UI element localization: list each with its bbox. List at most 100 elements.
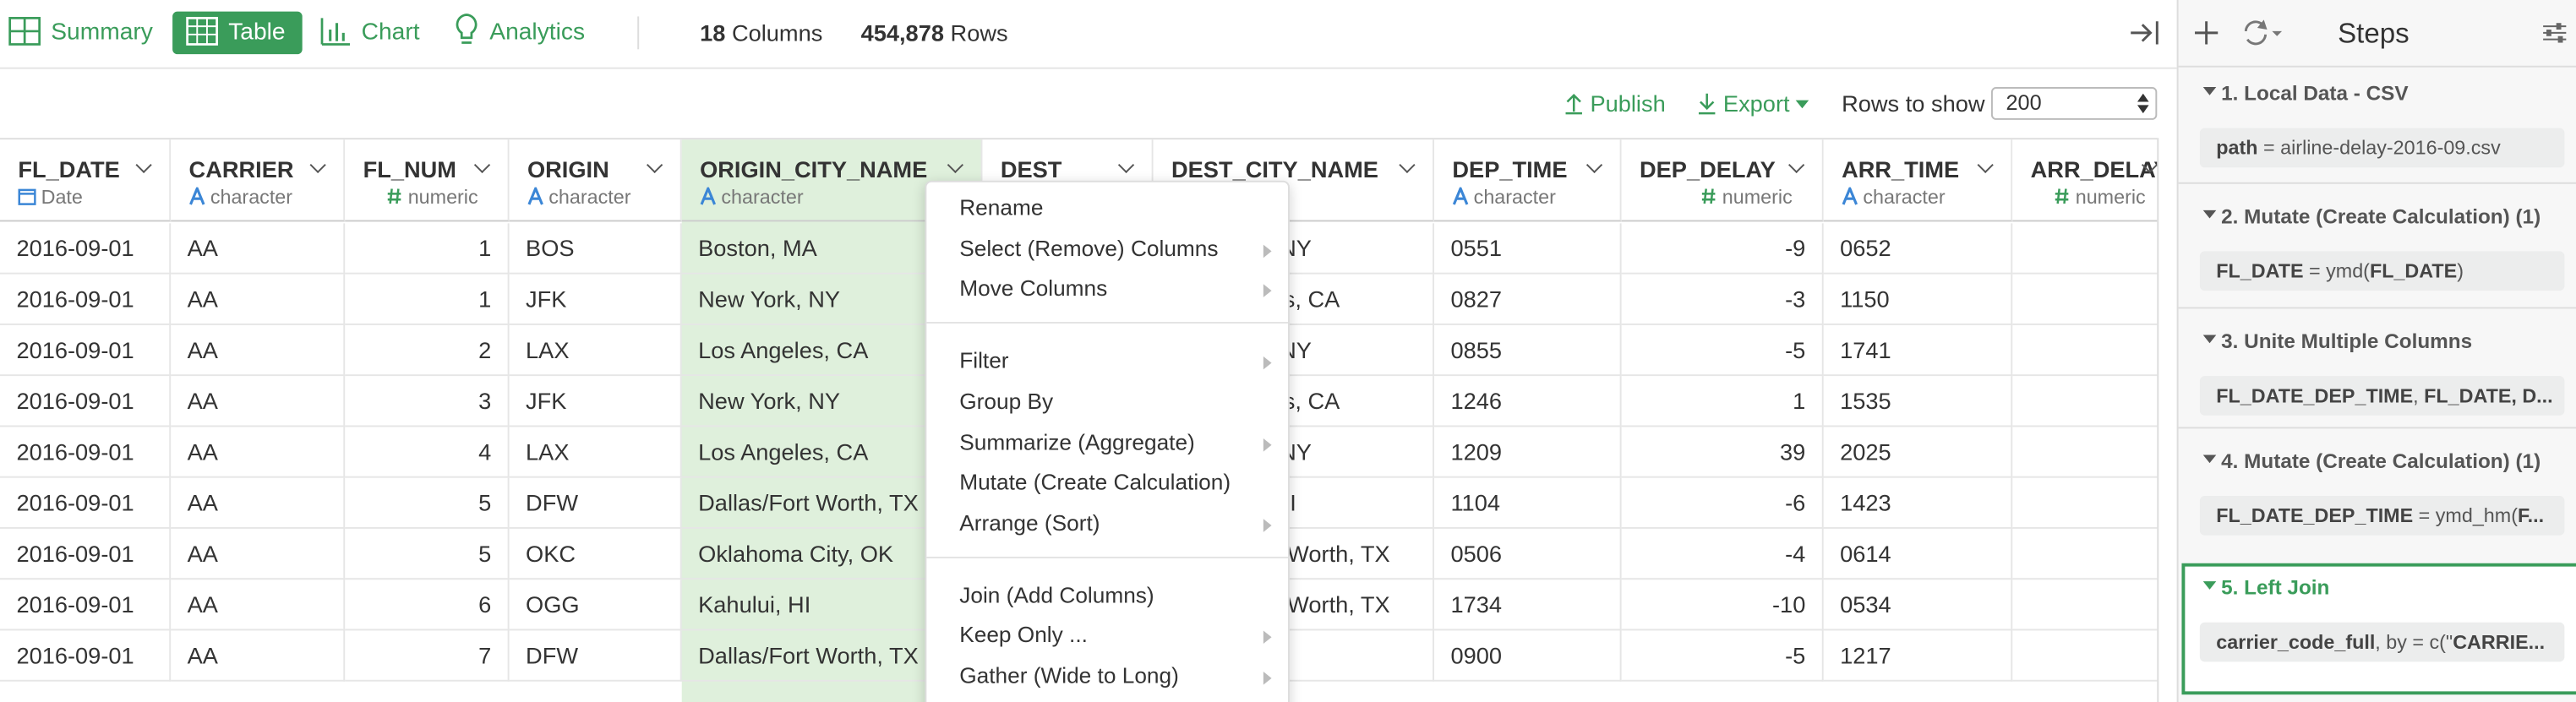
tab-icon xyxy=(454,14,480,61)
step-text: path xyxy=(2216,136,2258,160)
column-header[interactable]: FL_DATE Date xyxy=(0,139,172,222)
column-name: DEP_TIME xyxy=(1452,155,1568,182)
value: 200 xyxy=(2006,90,2042,116)
refresh-icon[interactable] xyxy=(2240,18,2284,47)
step-text: , D... xyxy=(2511,384,2553,408)
table-cell: 1423 xyxy=(1823,477,2013,529)
menu-item[interactable]: Rename xyxy=(959,195,1044,220)
step-body[interactable]: FL_DATE_DEP_TIME, FL_DATE, D... xyxy=(2199,376,2565,416)
tab-button[interactable]: Chart xyxy=(319,12,420,55)
type-icon xyxy=(1701,188,1717,210)
table-cell: -5 xyxy=(1621,630,1824,682)
table-cell: AA xyxy=(171,376,346,427)
collapse-caret xyxy=(2202,87,2217,95)
step-body[interactable]: FL_DATE_DEP_TIME = ymd_hm(F... xyxy=(2199,496,2565,536)
type-icon xyxy=(386,188,402,210)
menu-item[interactable]: Keep Only ... xyxy=(959,623,1088,648)
column-name: FL_NUM xyxy=(363,155,456,182)
dropdown-chevron xyxy=(135,156,152,173)
count: 18 xyxy=(700,19,726,46)
table-cell xyxy=(2012,325,2158,377)
table-cell: 1 xyxy=(345,223,510,275)
add-step-icon[interactable] xyxy=(2193,19,2219,46)
step-title[interactable]: 4. Mutate (Create Calculation) (1) xyxy=(2221,449,2541,473)
dropdown-chevron xyxy=(947,156,963,173)
select-arrows xyxy=(2137,93,2149,114)
menu-item[interactable]: Gather (Wide to Long) xyxy=(959,663,1179,688)
table-cell: 1209 xyxy=(1434,427,1622,478)
collapse-icon[interactable] xyxy=(2127,18,2160,47)
table-cell: 5 xyxy=(345,477,510,529)
rows-select[interactable]: 200 xyxy=(1990,87,2158,120)
column-type: character xyxy=(700,185,804,210)
menu-item[interactable]: Move Columns xyxy=(959,276,1108,302)
tab-button[interactable]: Summary xyxy=(8,12,153,55)
menu-item[interactable]: Summarize (Aggregate) xyxy=(959,429,1195,454)
column-type: character xyxy=(189,185,293,210)
step-title[interactable]: 2. Mutate (Create Calculation) (1) xyxy=(2221,204,2541,229)
table-cell: -3 xyxy=(1621,274,1824,325)
table-cell: 2016-09-01 xyxy=(0,528,172,580)
step-title[interactable]: 3. Unite Multiple Columns xyxy=(2221,329,2473,353)
step-body[interactable]: path = airline-delay-2016-09.csv xyxy=(2199,128,2565,168)
column-name: ARR_DELAY xyxy=(2030,155,2158,182)
download-icon xyxy=(1698,93,1716,115)
table-cell: 2016-09-01 xyxy=(0,630,172,682)
tab-button[interactable]: Table xyxy=(172,11,303,55)
menu-item[interactable]: Group By xyxy=(959,389,1054,414)
table-cell: 1246 xyxy=(1434,376,1622,427)
steps-title: Steps xyxy=(2338,18,2410,50)
menu-item[interactable]: Filter xyxy=(959,348,1009,373)
table-cell xyxy=(2012,478,2158,529)
menu-item[interactable]: Mutate (Create Calculation) xyxy=(959,470,1231,495)
table-cell: AA xyxy=(171,324,346,377)
dropdown-chevron xyxy=(309,156,326,173)
type-icon xyxy=(1842,185,1858,210)
column-header[interactable]: CARRIER character xyxy=(171,139,346,222)
menu-item[interactable]: Select (Remove) Columns xyxy=(959,236,1219,261)
step-body[interactable]: FL_DATE = ymd(FL_DATE) xyxy=(2199,251,2565,291)
steps-panel: Steps 1. Local Data - CSV path = airline-… xyxy=(2176,0,2576,702)
publish-button[interactable]: Publish xyxy=(1564,90,1666,117)
type-icon xyxy=(189,185,205,210)
table-cell xyxy=(2012,427,2158,478)
type-label: numeric xyxy=(1722,185,1793,209)
tab-button[interactable]: Analytics xyxy=(454,12,585,55)
menu-item[interactable]: Join (Add Columns) xyxy=(959,582,1154,607)
type-label: character xyxy=(210,185,293,209)
table-cell: 4 xyxy=(345,427,510,478)
column-header[interactable]: DEP_TIME character xyxy=(1434,139,1622,222)
caret xyxy=(1796,100,1809,109)
label: Rows xyxy=(950,19,1008,46)
table-cell: 6 xyxy=(345,580,510,631)
settings-icon[interactable] xyxy=(2541,19,2568,46)
export-button[interactable]: Export xyxy=(1697,90,1809,117)
column-header[interactable]: DEP_DELAY numeric xyxy=(1621,139,1824,222)
submenu-arrow xyxy=(1263,244,1272,258)
step-title[interactable]: 5. Left Join xyxy=(2221,576,2330,600)
table-cell: AA xyxy=(171,274,346,325)
table-cell: 0534 xyxy=(1823,580,2013,631)
table-cell: JFK xyxy=(509,274,682,325)
column-header[interactable]: ORIGIN character xyxy=(509,139,682,222)
separator xyxy=(637,16,640,50)
column-name: ORIGIN_CITY_NAME xyxy=(700,155,928,182)
column-type: Date xyxy=(18,186,83,210)
submenu-arrow xyxy=(1263,438,1272,451)
label: Export xyxy=(1722,90,1790,117)
tab-icon xyxy=(186,16,219,60)
step-divider xyxy=(2178,427,2576,429)
collapse-caret xyxy=(2202,581,2217,590)
table-cell: 1104 xyxy=(1434,477,1622,529)
step-body[interactable]: carrier_code_full, by = c("CARRIE... xyxy=(2199,622,2565,662)
column-header[interactable]: ARR_DELAY numeric xyxy=(2012,139,2158,222)
table-cell: OGG xyxy=(509,580,682,631)
step-title[interactable]: 1. Local Data - CSV xyxy=(2221,82,2409,106)
table-cell: -4 xyxy=(1621,528,1824,580)
table-cell: 2016-09-01 xyxy=(0,274,172,325)
menu-separator xyxy=(926,322,1289,324)
step-text: FL_DATE xyxy=(2424,384,2512,408)
column-header[interactable]: ARR_TIME character xyxy=(1823,139,2013,222)
menu-item[interactable]: Arrange (Sort) xyxy=(959,510,1100,536)
column-header[interactable]: FL_NUM numeric xyxy=(345,139,510,222)
